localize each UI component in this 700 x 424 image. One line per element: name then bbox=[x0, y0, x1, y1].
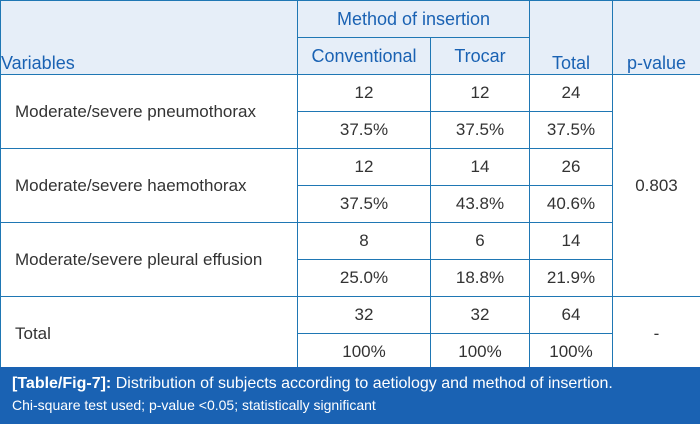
cell-conventional-count: 32 bbox=[297, 296, 431, 334]
caption-note: Chi-square test used; p-value <0.05; sta… bbox=[12, 397, 376, 413]
header-total: Total bbox=[529, 0, 613, 75]
table-row: 100% 100% 100% bbox=[1, 333, 700, 371]
cell-conventional-percent: 100% bbox=[297, 333, 431, 371]
table-row: Moderate/severe pleural effusion 8 6 14 bbox=[0, 222, 700, 297]
cell-trocar-count: 6 bbox=[430, 222, 530, 260]
caption-text: Distribution of subjects according to ae… bbox=[115, 375, 613, 392]
cell-total-percent: 37.5% bbox=[529, 111, 613, 149]
cell-trocar-count: 14 bbox=[430, 148, 530, 186]
caption-label: [Table/Fig-7]: bbox=[12, 375, 112, 392]
cell-total-count: 24 bbox=[529, 74, 613, 112]
header-method-of-insertion: Method of insertion bbox=[297, 0, 530, 38]
cell-trocar-count: 32 bbox=[430, 296, 530, 334]
p-value-total-cell: - bbox=[612, 296, 700, 371]
cell-trocar-percent: 18.8% bbox=[430, 259, 530, 297]
row-label-haemothorax: Moderate/severe haemothorax bbox=[0, 148, 298, 223]
row-label-pneumothorax: Moderate/severe pneumothorax bbox=[0, 74, 298, 149]
cell-total-count: 26 bbox=[529, 148, 613, 186]
figure-caption: [Table/Fig-7]: Distribution of subjects … bbox=[0, 367, 700, 424]
cell-conventional-percent: 37.5% bbox=[297, 111, 431, 149]
row-label-total: Total bbox=[0, 296, 298, 371]
table-row: Moderate/severe pneumothorax 12 12 24 0.… bbox=[0, 74, 700, 297]
p-value-cell: 0.803 bbox=[612, 74, 700, 297]
cell-conventional-percent: 25.0% bbox=[297, 259, 431, 297]
table-row: Total 32 32 64 - bbox=[0, 296, 700, 371]
table-row: 25.0% 18.8% 21.9% bbox=[1, 259, 700, 297]
header-trocar: Trocar bbox=[430, 37, 530, 75]
table-row: 37.5% 37.5% 37.5% bbox=[1, 111, 700, 149]
cell-trocar-percent: 43.8% bbox=[430, 185, 530, 223]
cell-conventional-count: 8 bbox=[297, 222, 431, 260]
table-row: Moderate/severe haemothorax 12 14 26 bbox=[0, 148, 700, 223]
cell-total-percent: 100% bbox=[529, 333, 613, 371]
cell-conventional-count: 12 bbox=[297, 74, 431, 112]
cell-total-percent: 21.9% bbox=[529, 259, 613, 297]
cell-trocar-percent: 37.5% bbox=[430, 111, 530, 149]
cell-total-percent: 40.6% bbox=[529, 185, 613, 223]
cell-trocar-percent: 100% bbox=[430, 333, 530, 371]
table-row: 37.5% 43.8% 40.6% bbox=[1, 185, 700, 223]
row-label-pleural-effusion: Moderate/severe pleural effusion bbox=[0, 222, 298, 297]
cell-conventional-count: 12 bbox=[297, 148, 431, 186]
cell-trocar-count: 12 bbox=[430, 74, 530, 112]
cell-total-count: 14 bbox=[529, 222, 613, 260]
header-p-value: p-value bbox=[612, 0, 700, 75]
data-table: Variables Method of insertion Total p-va… bbox=[0, 0, 700, 371]
cell-conventional-percent: 37.5% bbox=[297, 185, 431, 223]
header-variables: Variables bbox=[0, 0, 298, 75]
header-conventional: Conventional bbox=[297, 37, 431, 75]
cell-total-count: 64 bbox=[529, 296, 613, 334]
